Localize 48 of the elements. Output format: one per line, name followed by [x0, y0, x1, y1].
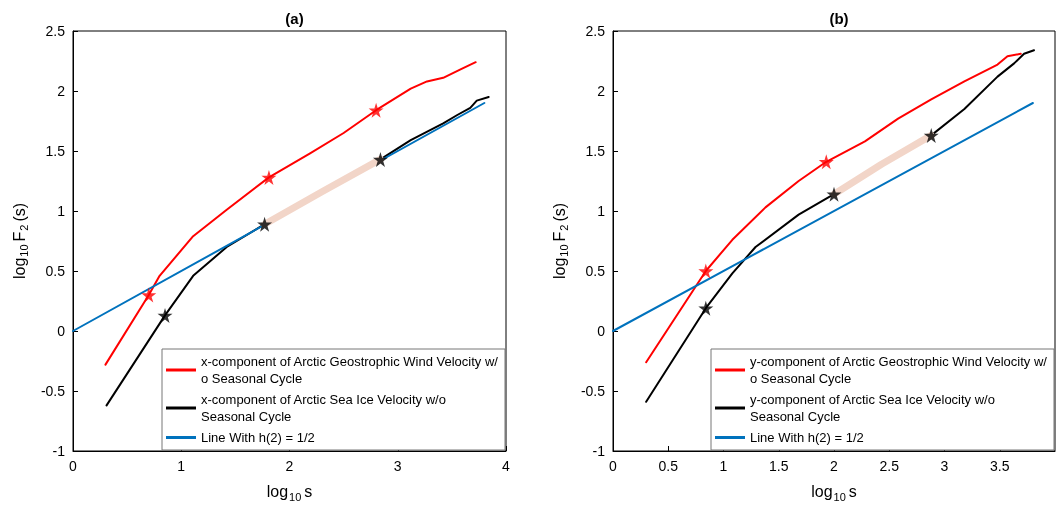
y-tick-label: 1	[597, 203, 606, 219]
point	[818, 154, 834, 170]
point	[826, 186, 842, 202]
legend-label: x-component of Arctic Sea Ice Velocity w/o Seasonal Cycle	[201, 392, 450, 424]
x-tick-label: 2.5	[879, 458, 900, 474]
x-tick-label: 4	[502, 458, 511, 474]
chart-title: (b)	[829, 10, 849, 27]
y-tick-label: 0.5	[585, 263, 606, 279]
point	[261, 169, 277, 185]
y-tick-label: 2	[57, 83, 66, 99]
x-tick-label: 2	[285, 458, 294, 474]
x-tick-label: 0	[69, 458, 78, 474]
legend-label: y-component of Arctic Sea Ice Velocity w/o Seasonal Cycle	[750, 392, 999, 424]
x-tick-label: 3	[940, 458, 949, 474]
point	[368, 102, 384, 118]
y-axis-title: log10F2(s)	[10, 202, 31, 280]
x-tick-label: 1	[177, 458, 186, 474]
x-tick-label: 0.5	[658, 458, 679, 474]
x-tick-label: 2	[830, 458, 839, 474]
y-tick-label: 1.5	[45, 143, 66, 159]
point	[698, 300, 714, 316]
y-tick-label: 2.5	[585, 23, 606, 39]
y-tick-label: 1.5	[585, 143, 606, 159]
chart-title: (a)	[285, 10, 304, 27]
x-tick-label: 3.5	[990, 458, 1010, 474]
y-tick-label: -1	[592, 443, 606, 459]
legend-label: Line With h(2) = 1/2	[201, 430, 315, 445]
point	[257, 216, 273, 232]
y-tick-label: 0	[57, 323, 66, 339]
x-tick-label: 3	[393, 458, 402, 474]
y-tick-label: 0.5	[45, 263, 66, 279]
point	[141, 287, 157, 303]
y-axis-title: log10F2(s)	[550, 202, 571, 280]
y-tick-label: 1	[57, 203, 66, 219]
x-tick-label: 0	[609, 458, 618, 474]
x-tick-label: 1.5	[769, 458, 789, 474]
x-tick-label: 1	[719, 458, 728, 474]
y-tick-label: 0	[597, 323, 606, 339]
point	[698, 263, 714, 279]
legend-label: Line With h(2) = 1/2	[750, 430, 864, 445]
y-tick-label: 2	[597, 83, 606, 99]
point	[923, 127, 939, 143]
point	[157, 307, 173, 323]
y-tick-label: -1	[52, 443, 66, 459]
y-tick-label: -0.5	[580, 383, 606, 399]
y-tick-label: 2.5	[45, 23, 66, 39]
point	[372, 151, 388, 167]
y-tick-label: -0.5	[40, 383, 66, 399]
